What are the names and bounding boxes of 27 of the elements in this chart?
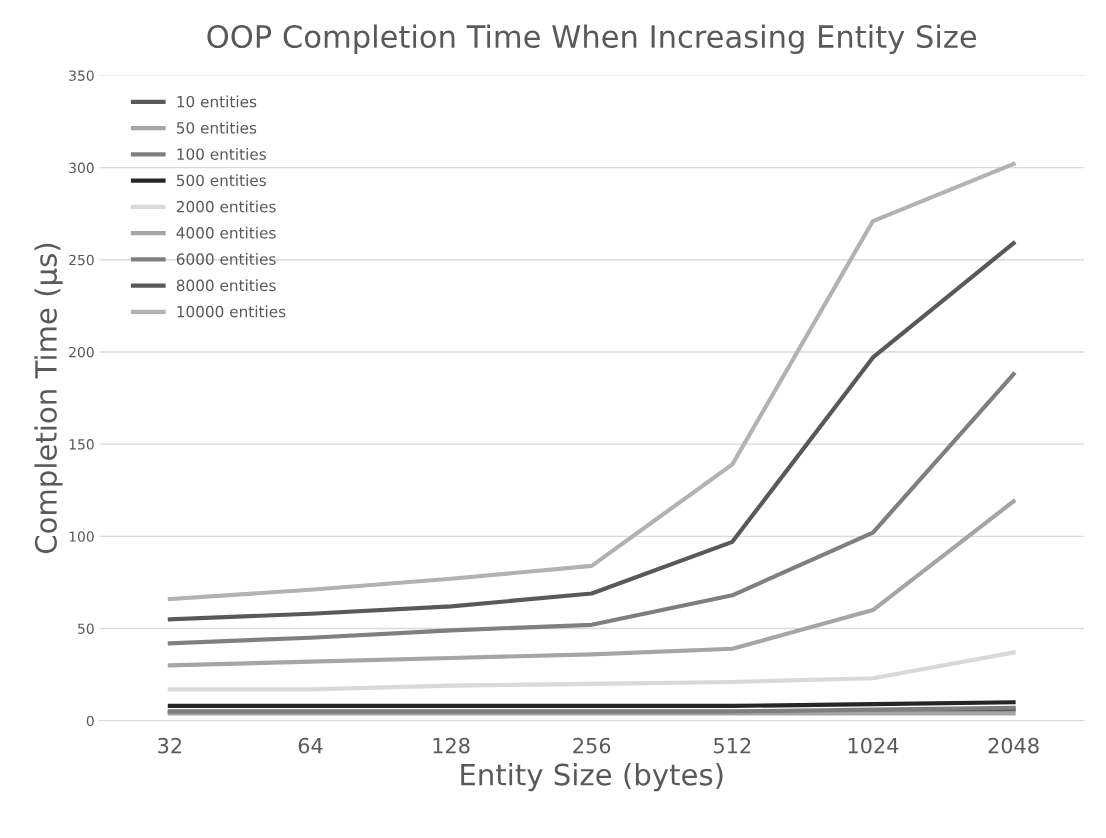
- y-tick-label: 300: [69, 162, 94, 174]
- x-tick-label: 32: [158, 737, 182, 754]
- legend-label: 8000 entities: [176, 279, 276, 292]
- legend-label: 100 entities: [177, 148, 266, 160]
- x-tick-label: 128: [433, 737, 470, 754]
- x-tick-label: 64: [298, 737, 323, 754]
- x-tick-label: 2048: [988, 737, 1039, 754]
- y-tick-label: 150: [69, 439, 94, 450]
- legend-label: 4000 entities: [176, 226, 276, 239]
- x-tick-label: 1024: [848, 737, 899, 754]
- y-tick-label: 250: [69, 254, 94, 266]
- y-tick-label: 350: [69, 70, 94, 81]
- legend-label: 10 entities: [177, 95, 257, 108]
- y-tick-label: 100: [69, 531, 94, 542]
- chart-title: OOP Completion Time When Increasing Entity Size: [207, 24, 977, 54]
- legend-label: 500 entities: [176, 174, 266, 187]
- y-tick-label: 200: [69, 346, 94, 358]
- legend-label: 2000 entities: [176, 200, 276, 213]
- y-axis-title: Completion Time (µs): [34, 243, 63, 554]
- x-tick-label: 512: [714, 737, 751, 754]
- legend-label: 50 entities: [176, 121, 257, 134]
- x-tick-label: 256: [573, 737, 611, 754]
- legend-label: 6000 entities: [176, 253, 276, 265]
- legend-label: 10000 entities: [177, 305, 286, 318]
- y-tick-label: 0: [86, 715, 94, 727]
- y-tick-label: 50: [78, 623, 94, 634]
- x-axis-title: Entity Size (bytes): [461, 763, 723, 792]
